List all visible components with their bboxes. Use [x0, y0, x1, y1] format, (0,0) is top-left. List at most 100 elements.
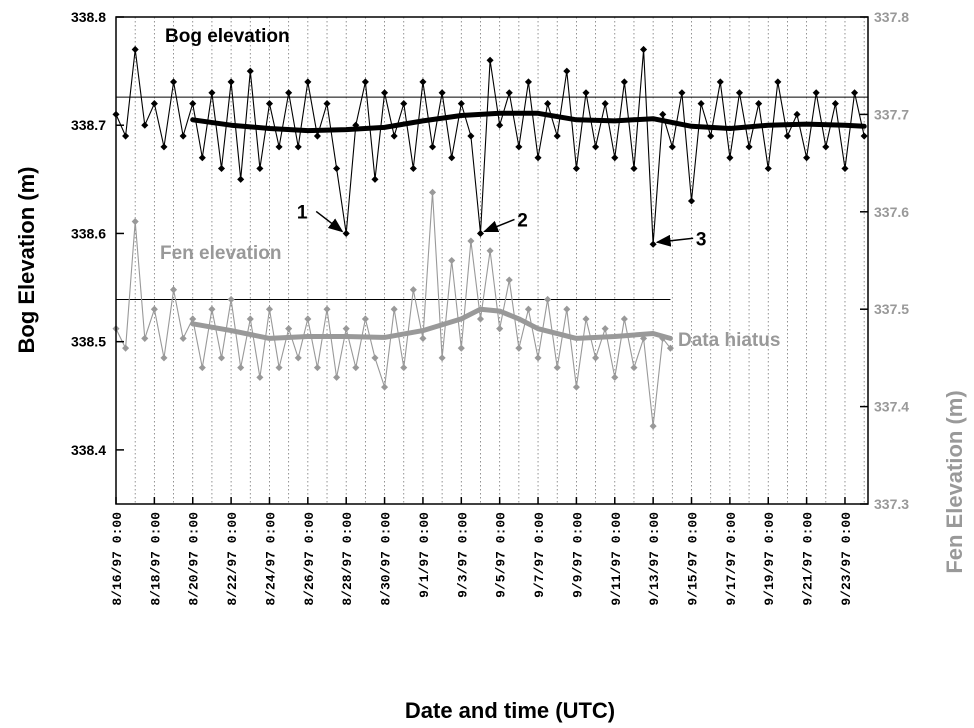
right-tick-label: 337.6 — [874, 204, 909, 220]
series-layer — [112, 45, 868, 430]
x-tick-label: 8/18/97 0:00 — [148, 512, 163, 606]
data-point — [582, 315, 590, 323]
reference-lines — [116, 96, 868, 300]
data-point — [428, 143, 437, 151]
data-point — [553, 132, 561, 140]
x-tick-label: 9/1/97 0:00 — [417, 512, 432, 598]
data-point — [256, 373, 264, 381]
annotations: 1 2 3 — [297, 202, 707, 250]
annotation-arrow — [483, 218, 515, 233]
data-point — [457, 344, 465, 352]
annotation-label: 1 — [297, 202, 308, 223]
data-point — [313, 364, 321, 372]
data-point — [803, 154, 811, 162]
data-point — [496, 325, 504, 333]
left-tick-label: 338.4 — [71, 442, 106, 458]
data-point — [630, 364, 638, 372]
x-axis-label: Date and time (UTC) — [405, 698, 615, 723]
data-point — [361, 78, 369, 86]
data-point — [179, 132, 187, 140]
left-axis: 338.4 338.5 338.6 338.7 338.8 — [71, 9, 124, 458]
data-point — [275, 364, 283, 372]
data-point — [189, 315, 197, 323]
x-tick-label: 9/15/97 0:00 — [686, 512, 701, 606]
data-point — [400, 100, 408, 108]
x-tick-label: 9/5/97 0:00 — [494, 512, 509, 598]
data-point — [333, 164, 341, 173]
data-point — [534, 154, 542, 162]
data-point — [582, 89, 590, 97]
data-point — [390, 132, 398, 140]
data-point — [217, 164, 226, 173]
data-point — [170, 286, 178, 294]
x-tick-label: 8/16/97 0:00 — [110, 512, 125, 606]
right-tick-label: 337.4 — [874, 399, 909, 415]
data-point — [544, 100, 552, 108]
right-axis: 337.3 337.4 337.5 337.6 337.7 337.8 — [860, 9, 909, 512]
data-point — [246, 315, 254, 323]
data-point — [630, 164, 638, 173]
data-point — [841, 164, 849, 173]
data-point — [131, 45, 139, 54]
data-point — [361, 315, 369, 323]
data-point — [150, 100, 158, 108]
data-point — [381, 89, 389, 97]
data-point — [649, 422, 657, 430]
data-point — [476, 229, 485, 237]
data-point — [294, 143, 302, 151]
data-point — [342, 229, 350, 237]
x-tick-label: 8/26/97 0:00 — [302, 512, 317, 606]
data-point — [160, 354, 168, 362]
data-point — [448, 256, 456, 265]
data-point — [793, 110, 801, 118]
data-point — [572, 383, 580, 391]
data-point — [659, 110, 667, 118]
x-tick-label: 8/22/97 0:00 — [225, 512, 240, 606]
data-point — [716, 78, 724, 86]
data-point — [160, 143, 168, 151]
data-point — [668, 143, 676, 151]
left-tick-label: 338.8 — [71, 9, 106, 25]
data-point — [601, 100, 609, 108]
data-point — [601, 325, 609, 333]
data-point — [409, 286, 417, 294]
data-point — [409, 164, 417, 173]
data-point — [515, 344, 523, 352]
data-point — [774, 78, 782, 86]
data-point — [467, 237, 475, 245]
data-point — [419, 78, 427, 86]
series-trend-line — [190, 110, 867, 134]
x-tick-label: 9/17/97 0:00 — [724, 512, 739, 606]
data-point — [150, 305, 158, 313]
data-point — [371, 175, 379, 183]
data-point — [620, 78, 628, 86]
data-point — [783, 132, 791, 140]
data-point — [666, 344, 674, 352]
right-tick-label: 337.7 — [874, 106, 909, 122]
data-point — [678, 89, 686, 97]
data-point — [438, 89, 446, 97]
series-trend-line — [190, 306, 673, 341]
data-point — [592, 143, 600, 151]
x-tick-label: 8/30/97 0:00 — [379, 512, 394, 606]
data-point — [726, 154, 734, 162]
data-point — [400, 364, 408, 372]
data-point — [476, 315, 485, 323]
data-point — [122, 132, 130, 140]
left-tick-label: 338.5 — [71, 334, 106, 350]
right-tick-label: 337.5 — [874, 301, 909, 317]
data-point — [237, 175, 245, 183]
right-tick-label: 337.3 — [874, 496, 909, 512]
data-point — [611, 373, 619, 381]
data-point — [208, 305, 216, 313]
data-point — [505, 89, 513, 97]
data-point — [265, 100, 274, 108]
data-point — [524, 305, 532, 313]
x-tick-label: 9/7/97 0:00 — [532, 512, 547, 598]
data-point — [419, 334, 427, 342]
y-axis-left-label: Bog Elevation (m) — [14, 166, 39, 353]
data-point — [198, 364, 206, 372]
data-point — [227, 78, 235, 86]
data-point — [131, 218, 139, 226]
